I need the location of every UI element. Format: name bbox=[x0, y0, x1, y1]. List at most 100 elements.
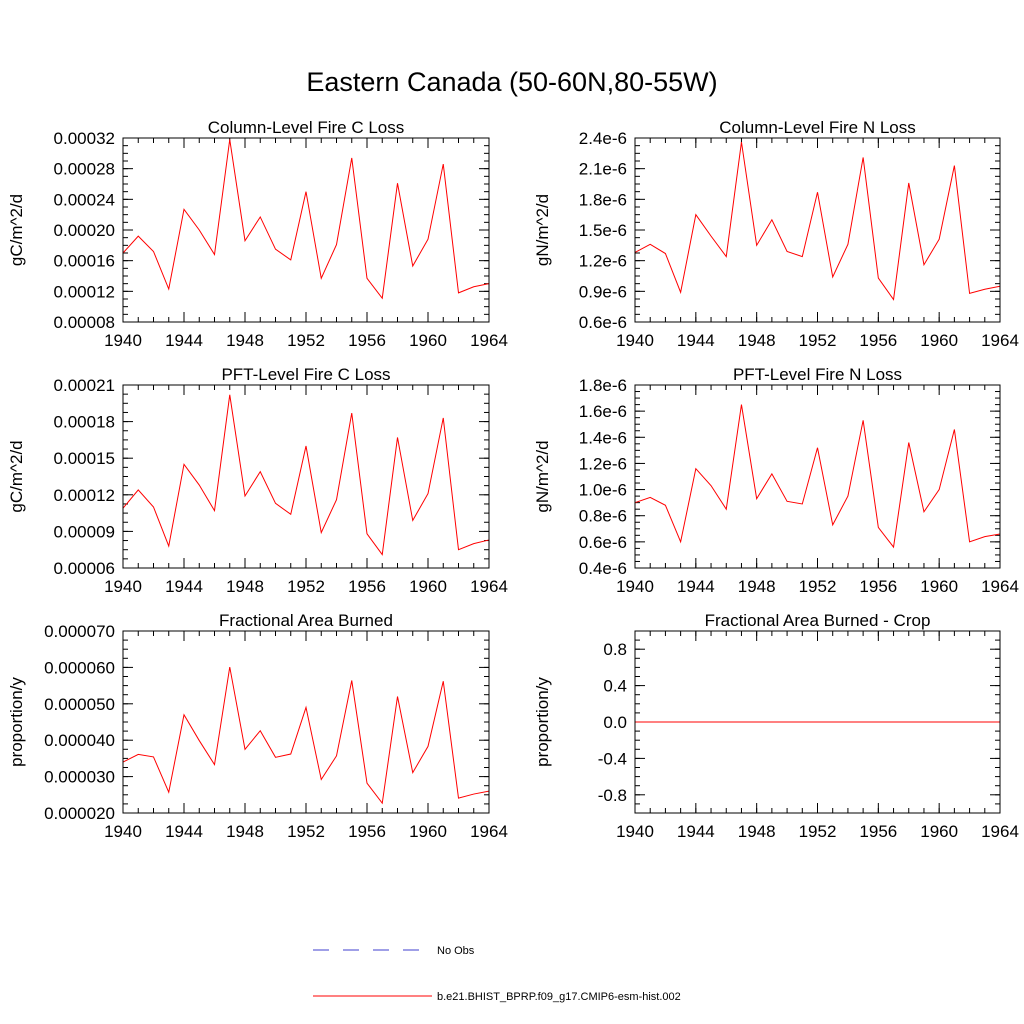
plot-frame bbox=[122, 384, 490, 569]
x-tick-label: 1960 bbox=[409, 822, 447, 841]
y-axis-label: gC/m^2/d bbox=[7, 194, 26, 266]
y-tick-label: 1.4e-6 bbox=[579, 428, 627, 447]
x-tick-label: 1952 bbox=[287, 331, 325, 350]
y-tick-label: 0.00015 bbox=[54, 449, 115, 468]
legend-entry-1: No Obs bbox=[313, 945, 475, 957]
x-tick-label: 1948 bbox=[738, 822, 776, 841]
x-tick-label: 1948 bbox=[738, 577, 776, 596]
y-tick-label: 2.1e-6 bbox=[579, 160, 627, 179]
legend: No Obs b.e21.BHIST_BPRP.f09_g17.CMIP6-esm… bbox=[313, 945, 681, 1003]
y-tick-label: 0.00016 bbox=[54, 252, 115, 271]
panel-title: PFT-Level Fire N Loss bbox=[733, 365, 902, 384]
x-tick-label: 1964 bbox=[981, 331, 1019, 350]
y-tick-label: 0.00018 bbox=[54, 413, 115, 432]
series-line bbox=[122, 666, 490, 805]
y-tick-label: 0.00012 bbox=[54, 486, 115, 505]
x-tick-label: 1948 bbox=[226, 577, 264, 596]
y-axis-label: gC/m^2/d bbox=[7, 440, 26, 512]
x-tick-label: 1948 bbox=[738, 331, 776, 350]
x-tick-label: 1964 bbox=[981, 577, 1019, 596]
y-tick-label: 0.00028 bbox=[54, 160, 115, 179]
y-tick-label: 1.8e-6 bbox=[579, 376, 627, 395]
x-tick-label: 1944 bbox=[677, 331, 715, 350]
y-tick-label: 0.00024 bbox=[54, 190, 115, 209]
chart-panel-5: Fractional Area Burned 1940 1944 1948 1952 19… bbox=[7, 611, 508, 841]
y-axis-label: gN/m^2/d bbox=[533, 194, 552, 266]
y-tick-label: 0.8 bbox=[603, 640, 627, 659]
plot-frame bbox=[634, 137, 1001, 323]
x-tick-label: 1964 bbox=[470, 577, 508, 596]
x-tick-label: 1952 bbox=[287, 822, 325, 841]
x-tick-label: 1956 bbox=[859, 822, 897, 841]
panel-title: Column-Level Fire N Loss bbox=[719, 118, 916, 137]
x-tick-label: 1964 bbox=[470, 331, 508, 350]
panel-title: Fractional Area Burned - Crop bbox=[705, 611, 931, 630]
x-tick-label: 1940 bbox=[104, 331, 142, 350]
y-axis-label: proportion/y bbox=[533, 677, 552, 767]
plot-frame bbox=[634, 384, 1001, 569]
x-tick-label: 1960 bbox=[409, 577, 447, 596]
y-tick-label: 0.9e-6 bbox=[579, 282, 627, 301]
x-tick-label: 1940 bbox=[104, 822, 142, 841]
y-axis-label: proportion/y bbox=[7, 677, 26, 767]
y-tick-label: 0.00009 bbox=[54, 522, 115, 541]
y-tick-label: 0.00021 bbox=[54, 376, 115, 395]
panel-title: Column-Level Fire C Loss bbox=[208, 118, 405, 137]
figure-title: Eastern Canada (50-60N,80-55W) bbox=[306, 67, 717, 97]
plot-frame bbox=[122, 630, 490, 814]
x-tick-label: 1940 bbox=[616, 331, 654, 350]
y-tick-label: 0.000020 bbox=[44, 804, 115, 823]
panel-title: PFT-Level Fire C Loss bbox=[221, 365, 390, 384]
x-tick-label: 1960 bbox=[920, 822, 958, 841]
chart-panel-1: Column-Level Fire C Loss 1940 1944 1948 1952… bbox=[7, 118, 508, 350]
x-tick-label: 1956 bbox=[348, 331, 386, 350]
x-tick-label: 1948 bbox=[226, 822, 264, 841]
x-tick-label: 1960 bbox=[409, 331, 447, 350]
y-axis-label: gN/m^2/d bbox=[533, 440, 552, 512]
plot-frame bbox=[634, 630, 1001, 814]
y-tick-label: 0.000050 bbox=[44, 695, 115, 714]
x-tick-label: 1956 bbox=[859, 331, 897, 350]
y-tick-label: 0.6e-6 bbox=[579, 533, 627, 552]
y-tick-label: 0.0 bbox=[603, 713, 627, 732]
y-tick-label: 0.6e-6 bbox=[579, 313, 627, 332]
y-tick-label: 2.4e-6 bbox=[579, 129, 627, 148]
x-tick-label: 1940 bbox=[616, 577, 654, 596]
y-tick-label: 0.4e-6 bbox=[579, 559, 627, 578]
x-tick-label: 1956 bbox=[859, 577, 897, 596]
legend-label: b.e21.BHIST_BPRP.f09_g17.CMIP6-esm-hist.… bbox=[437, 991, 681, 1003]
x-tick-label: 1944 bbox=[165, 331, 203, 350]
y-tick-label: 0.00032 bbox=[54, 129, 115, 148]
x-tick-label: 1948 bbox=[226, 331, 264, 350]
x-tick-label: 1944 bbox=[677, 822, 715, 841]
y-tick-label: 1.5e-6 bbox=[579, 221, 627, 240]
y-tick-label: 0.00020 bbox=[54, 221, 115, 240]
y-tick-label: 0.00008 bbox=[54, 313, 115, 332]
chart-panel-3: PFT-Level Fire C Loss 1940 1944 1948 1952 195… bbox=[7, 365, 508, 596]
y-tick-label: -0.4 bbox=[598, 749, 627, 768]
y-tick-label: 0.00012 bbox=[54, 282, 115, 301]
y-tick-label: 0.00006 bbox=[54, 559, 115, 578]
panel-title: Fractional Area Burned bbox=[219, 611, 393, 630]
x-tick-label: 1952 bbox=[799, 331, 837, 350]
series-line bbox=[634, 142, 1001, 301]
legend-entry-2: b.e21.BHIST_BPRP.f09_g17.CMIP6-esm-hist.… bbox=[313, 991, 681, 1003]
legend-label: No Obs bbox=[437, 945, 475, 957]
y-tick-label: 1.6e-6 bbox=[579, 402, 627, 421]
x-tick-label: 1940 bbox=[616, 822, 654, 841]
series-line bbox=[122, 394, 490, 556]
x-tick-label: 1952 bbox=[799, 577, 837, 596]
y-tick-label: 0.8e-6 bbox=[579, 507, 627, 526]
series-line bbox=[122, 139, 490, 300]
x-tick-label: 1940 bbox=[104, 577, 142, 596]
y-tick-label: 1.8e-6 bbox=[579, 190, 627, 209]
x-tick-label: 1944 bbox=[677, 577, 715, 596]
x-tick-label: 1944 bbox=[165, 577, 203, 596]
x-tick-label: 1956 bbox=[348, 577, 386, 596]
x-tick-label: 1952 bbox=[799, 822, 837, 841]
plot-frame bbox=[122, 137, 490, 323]
series-line bbox=[634, 404, 1001, 549]
y-tick-label: 1.2e-6 bbox=[579, 252, 627, 271]
chart-panel-2: Column-Level Fire N Loss 1940 1944 1948 1952… bbox=[533, 118, 1019, 350]
